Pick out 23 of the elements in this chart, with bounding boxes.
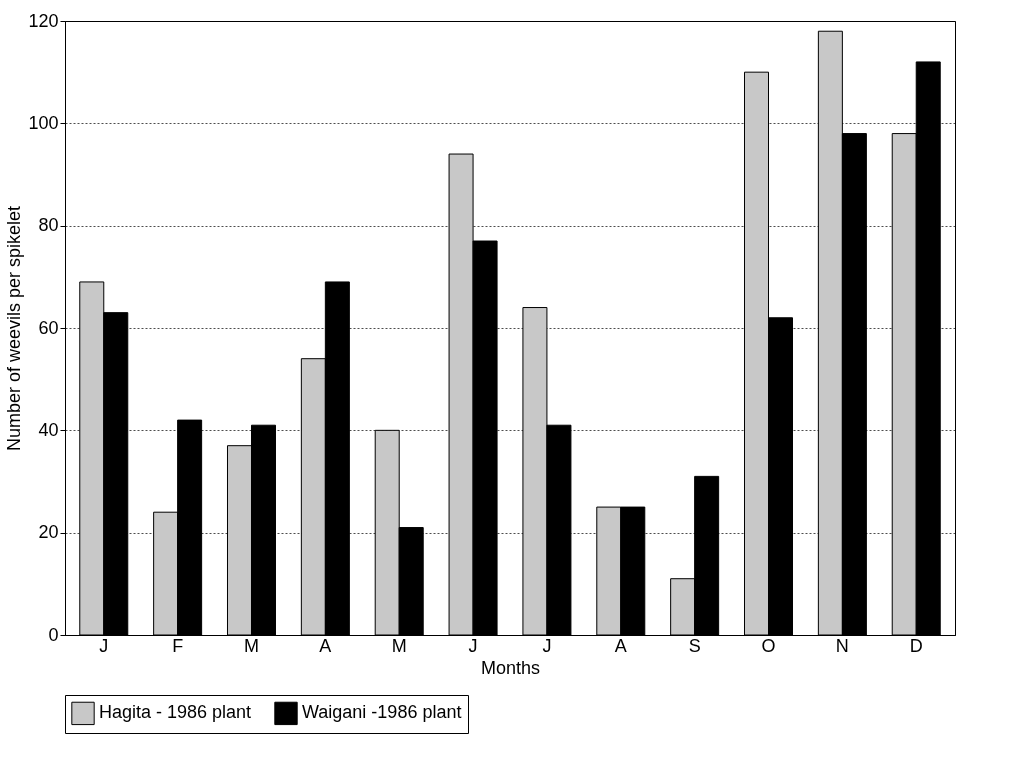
x-tick-label: J xyxy=(542,635,552,656)
y-tick-label: 120 xyxy=(28,10,59,31)
y-tick-label: 60 xyxy=(38,317,59,338)
legend-label: Waigani -1986 plant xyxy=(302,702,462,723)
legend-label: Hagita - 1986 plant xyxy=(99,702,252,723)
x-tick-label: M xyxy=(243,635,259,656)
x-tick-label: M xyxy=(391,635,407,656)
y-axis-title: Number of weevils per spikelet xyxy=(4,205,25,452)
x-tick-label: J xyxy=(468,635,478,656)
x-tick-label: F xyxy=(172,635,184,656)
y-tick-label: 40 xyxy=(38,419,59,440)
x-axis-title: Months xyxy=(480,657,541,678)
x-tick-label: O xyxy=(761,635,776,656)
y-tick-label: 100 xyxy=(28,112,59,133)
x-tick-label: N xyxy=(835,635,849,656)
x-tick-label: A xyxy=(319,635,332,656)
y-tick-label: 0 xyxy=(48,624,59,645)
y-tick-label: 80 xyxy=(38,215,59,236)
x-tick-label: S xyxy=(688,635,701,656)
y-tick-label: 20 xyxy=(38,522,59,543)
x-tick-label: A xyxy=(614,635,627,656)
x-tick-label: D xyxy=(909,635,923,656)
x-tick-label: J xyxy=(99,635,109,656)
